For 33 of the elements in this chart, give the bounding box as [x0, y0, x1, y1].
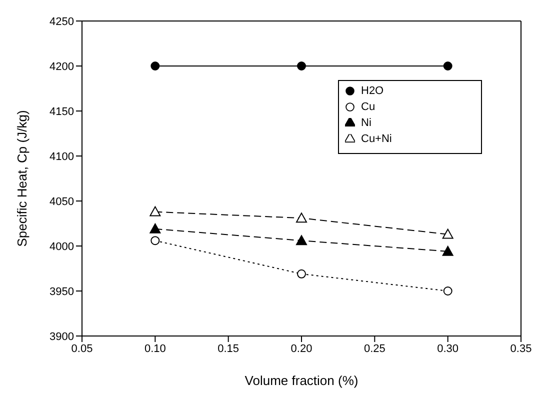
point — [443, 286, 452, 296]
y-tick-label: 3950 — [50, 286, 74, 298]
point — [150, 62, 160, 70]
point — [296, 235, 307, 246]
y-tick-label: 3900 — [50, 330, 74, 343]
point — [297, 62, 306, 70]
x-tick-label: 0.35 — [510, 342, 532, 355]
x-tick-label: 0.10 — [144, 342, 166, 355]
y-axis-title: Specific Heat, Cp (J/kg) — [14, 110, 30, 247]
x-tick-label: 0.20 — [290, 342, 312, 355]
point — [442, 228, 454, 239]
legend-label: Cu — [361, 101, 376, 113]
x-tick-label: 0.15 — [218, 342, 240, 355]
y-tick-label: 4050 — [50, 196, 74, 208]
x-tick-label: 0.30 — [437, 342, 459, 355]
y-tick-label: 4150 — [50, 106, 74, 118]
point — [150, 206, 161, 216]
x-axis-title: Volume fraction (%) — [244, 373, 358, 388]
y-tick-label: 4200 — [50, 60, 74, 73]
point — [442, 246, 454, 256]
legend-label: Ni — [361, 117, 372, 129]
point — [150, 223, 161, 234]
x-tick-label: 0.25 — [364, 342, 386, 355]
point — [296, 212, 307, 223]
point — [297, 269, 306, 278]
point — [150, 236, 160, 246]
legend-label: Cu+Ni — [361, 133, 392, 145]
legend-label: H2O — [361, 85, 384, 97]
point — [443, 62, 452, 70]
y-tick-label: 4000 — [50, 240, 74, 253]
x-tick-label: 0.05 — [71, 342, 93, 355]
y-tick-label: 4100 — [50, 150, 74, 163]
y-tick-label: 4250 — [50, 16, 74, 28]
